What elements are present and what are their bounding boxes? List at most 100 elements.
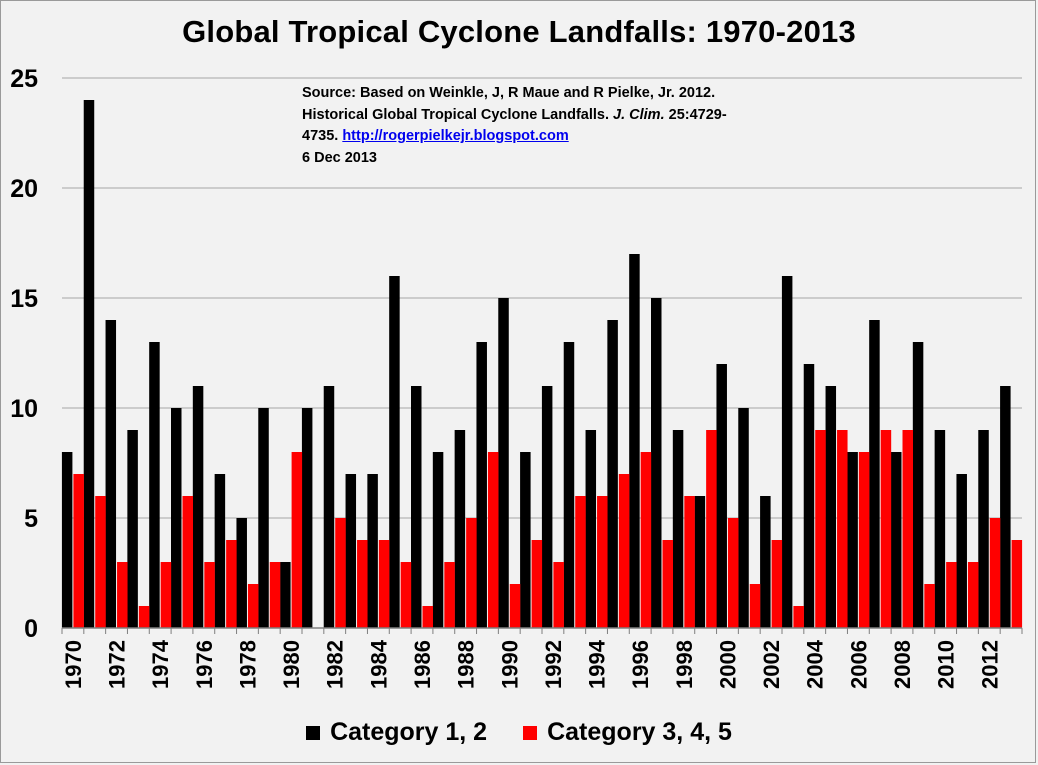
x-tick-label-1988: 1988 [454, 640, 479, 689]
bar-cat12-1980 [280, 562, 291, 628]
x-tick-label-1970: 1970 [61, 640, 86, 689]
bar-cat345-1974 [160, 562, 172, 628]
x-tick-label-1976: 1976 [192, 640, 217, 689]
y-tick-label-0: 0 [24, 615, 38, 643]
bar-cat12-1996 [629, 254, 640, 628]
bar-cat12-2006 [847, 452, 858, 628]
bar-cat345-2001 [749, 584, 761, 628]
bar-cat12-1981 [301, 408, 313, 628]
x-tick-label-2002: 2002 [759, 640, 784, 689]
source-line-3: 4735. http://rogerpielkejr.blogspot.com [302, 126, 727, 148]
bar-cat345-1970 [73, 474, 84, 628]
bar-cat345-1995 [618, 474, 630, 628]
bar-cat12-1995 [607, 320, 618, 628]
bar-cat345-2002 [771, 540, 783, 628]
bar-cat345-2009 [924, 584, 935, 628]
bar-cat345-2004 [815, 430, 826, 628]
source-journal: J. Clim. [613, 106, 665, 123]
bar-cat12-2009 [912, 342, 924, 628]
legend-item-cat12: Category 1, 2 [306, 718, 487, 747]
bar-cat12-1994 [585, 430, 597, 628]
chart-legend: Category 1, 2 Category 3, 4, 5 [0, 718, 1038, 747]
bar-cat12-1991 [520, 452, 531, 628]
source-line-2: Historical Global Tropical Cyclone Landf… [302, 105, 727, 127]
bar-cat345-1996 [640, 452, 652, 628]
bar-cat12-2000 [716, 364, 727, 628]
bar-cat345-1989 [487, 452, 499, 628]
bar-cat345-2005 [837, 430, 848, 628]
x-tick-label-1984: 1984 [366, 639, 391, 689]
x-tick-label-1996: 1996 [628, 640, 653, 689]
bar-cat345-1985 [400, 562, 412, 628]
legend-label-cat12: Category 1, 2 [330, 718, 488, 746]
x-tick-label-2006: 2006 [846, 640, 871, 689]
bar-cat345-1990 [509, 584, 521, 628]
bar-cat12-1972 [105, 320, 117, 628]
bar-cat345-1992 [553, 562, 564, 628]
bar-cat12-1971 [83, 100, 95, 628]
source-date: 6 Dec 2013 [302, 149, 377, 166]
bar-cat345-1977 [226, 540, 237, 628]
x-tick-label-1990: 1990 [497, 640, 522, 689]
bar-cat345-2008 [902, 430, 913, 628]
bar-cat12-1985 [389, 276, 400, 628]
legend-swatch-black [306, 725, 321, 740]
source-line-1: Source: Based on Weinkle, J, R Maue and … [302, 85, 716, 101]
source-link[interactable]: http://rogerpielkejr.blogspot.com [342, 128, 569, 144]
source-pages: 25:4729- [668, 106, 727, 123]
source-line-2-text: Historical Global Tropical Cyclone Landf… [302, 106, 609, 123]
bar-cat12-2013 [1000, 386, 1011, 628]
bar-cat345-1984 [378, 540, 390, 628]
bar-cat12-1988 [454, 430, 466, 628]
bar-cat12-1986 [411, 386, 422, 628]
bar-cat345-1987 [444, 562, 455, 628]
source-note: Source: Based on Weinkle, J, R Maue and … [302, 83, 727, 169]
bar-cat345-1975 [182, 496, 193, 628]
bar-cat345-2010 [946, 562, 957, 628]
x-tick-label-1980: 1980 [279, 640, 304, 689]
bar-cat345-2000 [727, 518, 739, 628]
x-tick-label-2010: 2010 [934, 640, 959, 689]
y-tick-label-10: 10 [10, 395, 38, 423]
x-tick-label-1974: 1974 [148, 639, 173, 689]
bar-cat12-1977 [214, 474, 226, 628]
bar-cat345-1978 [247, 584, 259, 628]
bar-cat12-1975 [171, 408, 182, 628]
bar-cat345-1971 [95, 496, 106, 628]
y-tick-label-20: 20 [10, 175, 38, 203]
bar-cat12-1989 [476, 342, 487, 628]
bar-cat12-1993 [563, 342, 575, 628]
y-tick-label-25: 25 [10, 65, 38, 93]
y-tick-label-15: 15 [10, 285, 38, 313]
bar-cat12-1987 [432, 452, 444, 628]
bar-cat12-1983 [345, 474, 357, 628]
x-tick-label-1986: 1986 [410, 640, 435, 689]
bar-cat345-2006 [858, 452, 870, 628]
bar-cat345-1994 [597, 496, 608, 628]
bar-cat345-2013 [1011, 540, 1023, 628]
bar-cat345-2012 [989, 518, 1001, 628]
bar-cat12-1990 [498, 298, 509, 628]
bar-cat12-1979 [258, 408, 269, 628]
bar-cat345-1973 [138, 606, 150, 628]
source-pages-end: 4735. [302, 128, 339, 144]
bar-cat345-2007 [880, 430, 892, 628]
bar-cat12-1974 [149, 342, 160, 628]
x-tick-label-1998: 1998 [672, 640, 697, 689]
bar-cat12-1992 [541, 386, 553, 628]
bar-cat345-1972 [117, 562, 128, 628]
bar-cat12-1984 [367, 474, 378, 628]
bar-cat12-1973 [127, 430, 138, 628]
bar-cat345-2003 [793, 606, 804, 628]
bar-cat12-1998 [672, 430, 684, 628]
bar-cat12-2001 [738, 408, 749, 628]
bar-cat12-2005 [825, 386, 837, 628]
bar-cat345-1991 [531, 540, 543, 628]
x-tick-label-2008: 2008 [890, 640, 915, 689]
bar-cat12-1982 [323, 386, 335, 628]
legend-swatch-red [523, 725, 538, 740]
y-tick-label-5: 5 [24, 505, 38, 533]
bar-cat345-1982 [335, 518, 346, 628]
